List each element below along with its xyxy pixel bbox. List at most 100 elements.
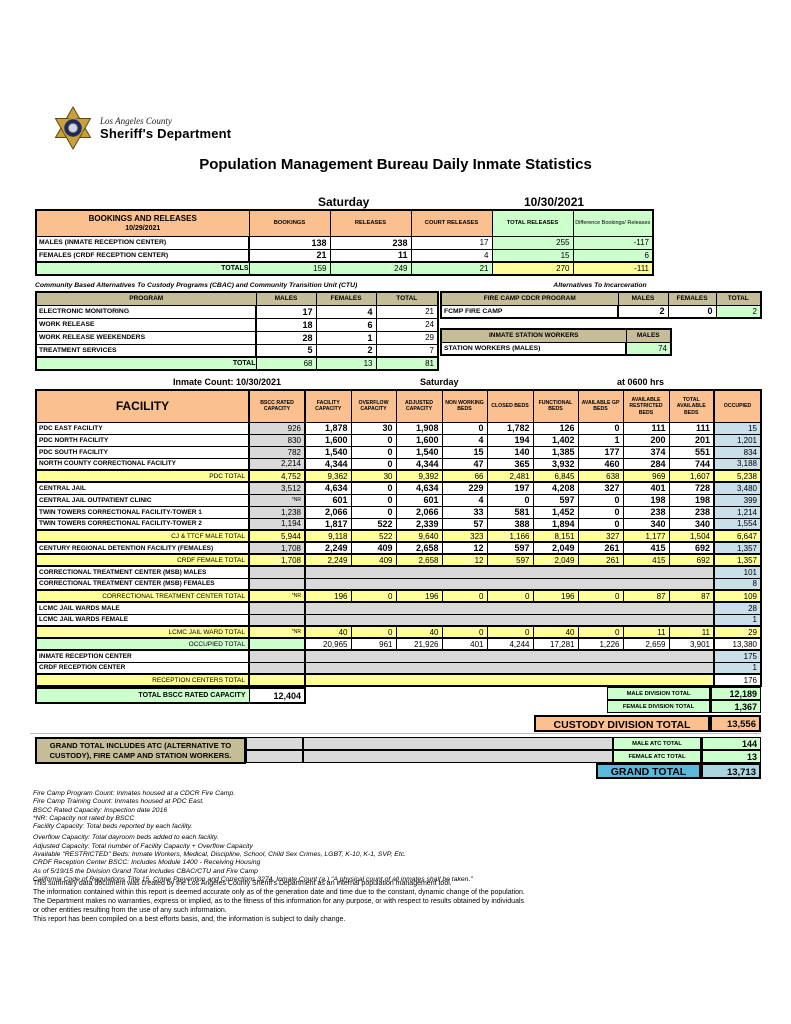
report-date: 10/30/2021 [524, 195, 585, 209]
bookings-body: MALES (INMATE RECEPTION CENTER) 138 238 17 2… [35, 235, 654, 276]
facility-value: 238 [622, 505, 670, 519]
facility-row: TWIN TOWERS CORRECTIONAL FACILITY-TOWER … [35, 505, 762, 519]
cbac-row: TREATMENT SERVICES 5 2 7 [35, 343, 439, 358]
cbac-value: 28 [255, 330, 317, 345]
col-closed-beds: CLOSED BEDS [486, 389, 534, 423]
facility-label: CENTRAL JAIL OUTPATIENT CLINIC [35, 493, 250, 507]
grand-total-value: 13,713 [701, 763, 761, 779]
merged-empty-cell [304, 661, 715, 675]
bscc-capacity: 830 [248, 433, 306, 447]
facility-value: 284 [622, 457, 670, 471]
facility-value: 327 [577, 481, 624, 495]
col-facility: FACILITY [35, 389, 250, 423]
cbac-value: 21 [375, 304, 439, 319]
fire-camp-col-males: MALES [617, 291, 669, 306]
sheriff-logo: Los Angeles County Sheriff's Department [52, 106, 231, 150]
facility-value: 1,540 [395, 445, 443, 459]
occupied-total-value: 961 [350, 637, 397, 651]
bscc-capacity: 1,708 [248, 553, 306, 567]
facility-value: 229 [441, 481, 488, 495]
bookings-total-value: 159 [248, 261, 331, 276]
cbac-col-males: MALES [255, 291, 317, 306]
facility-value: 0 [350, 433, 397, 447]
cbac-body: ELECTRONIC MONITORING 17 4 21 WORK RELEASE 18… [35, 304, 439, 371]
station-workers-title: INMATE STATION WORKERS [440, 328, 627, 343]
report-day: Saturday [318, 195, 370, 209]
footnote-line: *NR: Capacity not rated by BSCC [33, 814, 135, 822]
facility-value: 2,658 [395, 541, 443, 555]
bookings-row: MALES (INMATE RECEPTION CENTER) 138 238 17 2… [35, 235, 654, 250]
facility-value: 522 [350, 517, 397, 531]
facility-label: CORRECTIONAL TREATMENT CENTER (MSB) MALE… [35, 565, 250, 579]
bscc-capacity: 926 [248, 421, 306, 435]
facility-total-value: 2,658 [395, 553, 443, 567]
merged-empty-cell [304, 649, 715, 663]
col-non-working-beds: NON WORKING BEDS [441, 389, 488, 423]
facility-value: 2,049 [532, 541, 579, 555]
facility-total-value: 638 [577, 469, 624, 483]
occupied-count: 1 [713, 613, 762, 627]
facility-value: 1,817 [304, 517, 352, 531]
facility-label: CENTURY REGIONAL DETENTION FACILITY (FEM… [35, 541, 250, 555]
facility-row: LCMC JAIL WARDS FEMALE 1 [35, 613, 762, 627]
facility-total-value: 9,392 [395, 469, 443, 483]
grand-total-value: 144 [701, 737, 761, 750]
bscc-capacity [248, 601, 306, 615]
facility-value: 0 [350, 457, 397, 471]
occupied-total-value: 4,244 [486, 637, 534, 651]
bscc-capacity [248, 565, 306, 579]
occupied-count: 3,480 [713, 481, 762, 495]
facility-row: PDC EAST FACILITY 926 1,878 30 1,908 0 1,782 12… [35, 421, 762, 435]
facility-row: CENTRAL JAIL OUTPATIENT CLINIC *NR 601 0 601… [35, 493, 762, 507]
bookings-totals-row: TOTALS 159 249 21 270 -111 [35, 261, 654, 276]
facility-value: 111 [668, 421, 715, 435]
facility-total-label: LCMC JAIL WARD TOTAL [35, 625, 250, 639]
facility-value: 4 [441, 493, 488, 507]
cbac-row: ELECTRONIC MONITORING 17 4 21 [35, 304, 439, 319]
cbac-value: 29 [375, 330, 439, 345]
bookings-col-court-releases: COURT RELEASES [410, 209, 493, 237]
facility-total-value: 40 [395, 625, 443, 639]
facility-row: CRDF RECEPTION CENTER 1 [35, 661, 762, 675]
facility-value: 2,249 [304, 541, 352, 555]
facility-total-value: 0 [350, 625, 397, 639]
facility-value: 0 [577, 421, 624, 435]
facility-value: 415 [622, 541, 670, 555]
cbac-value: 5 [255, 343, 317, 358]
facility-row: CENTURY REGIONAL DETENTION FACILITY (FEM… [35, 541, 762, 555]
facility-value: 111 [622, 421, 670, 435]
facility-total-value: 6,845 [532, 469, 579, 483]
facility-value: 194 [486, 433, 534, 447]
facility-label: LCMC JAIL WARDS FEMALE [35, 613, 250, 627]
facility-value: 200 [622, 433, 670, 447]
facility-value: 597 [486, 541, 534, 555]
facility-label: TWIN TOWERS CORRECTIONAL FACILITY-TOWER … [35, 505, 250, 519]
facility-value: 140 [486, 445, 534, 459]
division-total-label: MALE DIVISION TOTAL [607, 687, 710, 700]
facility-value: 744 [668, 457, 715, 471]
facility-value: 460 [577, 457, 624, 471]
facility-value: 0 [577, 517, 624, 531]
bscc-total-row: TOTAL BSCC RATED CAPACITY 12,404 [35, 687, 306, 704]
gray-cell [303, 750, 613, 763]
agency-county: Los Angeles County [100, 115, 172, 126]
facility-value: 33 [441, 505, 488, 519]
agency-department: Sheriff's Department [100, 125, 232, 141]
division-total-value: 12,189 [710, 687, 761, 700]
facility-total-value: 692 [668, 553, 715, 567]
bookings-title-cell: BOOKINGS AND RELEASES 10/29/2021 [35, 209, 250, 237]
col-adjusted-capacity: ADJUSTED CAPACITY [395, 389, 443, 423]
facility-value: 388 [486, 517, 534, 531]
occupied-count: 1,214 [713, 505, 762, 519]
occupied-total-value: 20,965 [304, 637, 352, 651]
facility-total-value: 196 [395, 589, 443, 603]
facility-value: 365 [486, 457, 534, 471]
facility-value: 1,600 [395, 433, 443, 447]
facility-total-value: 1,177 [622, 529, 670, 543]
occupied-total-value: 401 [441, 637, 488, 651]
facility-total-value: 87 [668, 589, 715, 603]
facility-value: 409 [350, 541, 397, 555]
bookings-value: 15 [491, 248, 574, 263]
cbac-total-value: 81 [375, 356, 439, 371]
